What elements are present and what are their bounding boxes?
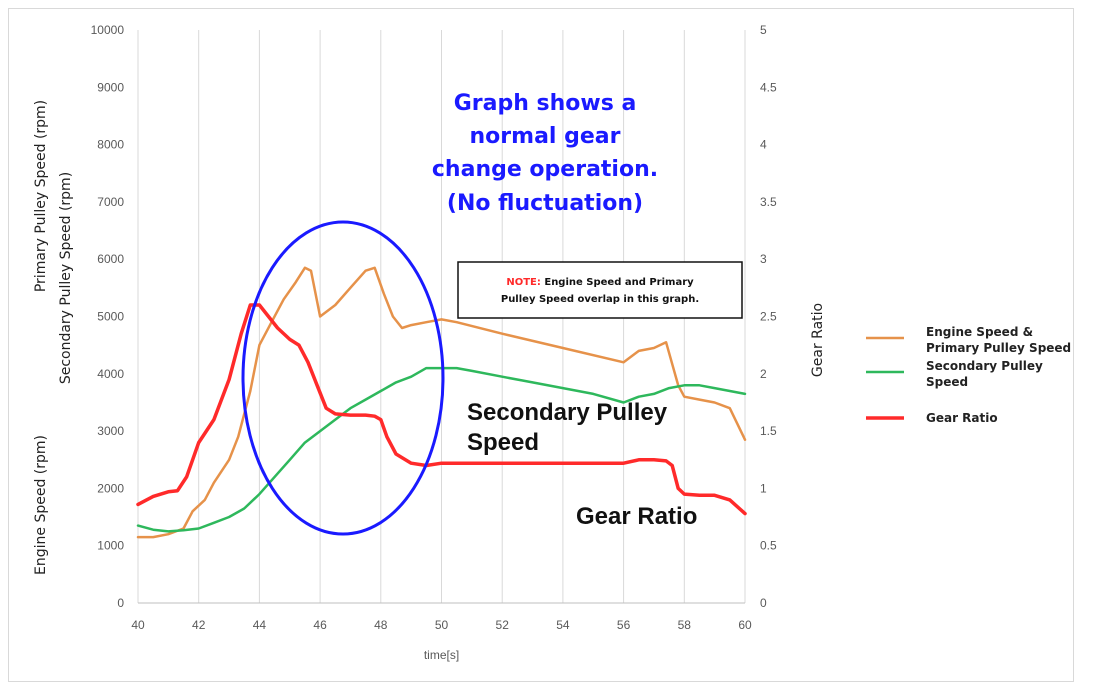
annotation-blue-text: Graph shows a xyxy=(454,91,637,116)
y-right-tick-label: 3 xyxy=(760,252,767,266)
x-tick-label: 50 xyxy=(435,618,449,632)
y-left-axis-label: Primary Pulley Speed (rpm) xyxy=(33,100,49,292)
note-box xyxy=(457,261,743,319)
x-axis-label: time[s] xyxy=(424,648,459,662)
y-right-tick-label: 1.5 xyxy=(760,424,777,438)
x-tick-label: 44 xyxy=(253,618,267,632)
legend-label: Primary Pulley Speed xyxy=(926,341,1071,355)
legend-label: Engine Speed & xyxy=(926,325,1033,339)
x-tick-label: 40 xyxy=(131,618,145,632)
annotation-gear-ratio: Gear Ratio xyxy=(576,503,697,530)
y-right-tick-label: 0 xyxy=(760,596,767,610)
highlight-ellipse xyxy=(241,220,445,536)
series-line-secondary-pulley-speed xyxy=(136,366,747,533)
annotation-blue-text: normal gear xyxy=(470,124,621,149)
y-right-tick-label: 4 xyxy=(760,138,767,152)
legend-label: Secondary Pulley xyxy=(926,359,1043,373)
x-tick-label: 60 xyxy=(738,618,752,632)
legend-label: Gear Ratio xyxy=(926,411,998,425)
annotation-blue-text: change operation. xyxy=(432,157,658,182)
y-left-axis-label: Engine Speed (rpm) xyxy=(33,435,49,575)
annotation-blue-text: (No fluctuation) xyxy=(447,191,643,216)
y-left-tick-label: 9000 xyxy=(97,80,124,94)
y-right-tick-label: 5 xyxy=(760,23,767,37)
note-line-1-text: Engine Speed and Primary xyxy=(544,277,694,288)
x-tick-label: 46 xyxy=(313,618,327,632)
note-label: NOTE: xyxy=(506,277,544,288)
y-left-tick-label: 3000 xyxy=(97,424,124,438)
y-left-tick-label: 5000 xyxy=(97,310,124,324)
y-left-tick-label: 10000 xyxy=(91,23,125,37)
x-tick-label: 52 xyxy=(496,618,510,632)
y-left-axis-label: Secondary Pulley Speed (rpm) xyxy=(58,172,74,384)
y-left-tick-label: 7000 xyxy=(97,195,124,209)
y-right-axis-label: Gear Ratio xyxy=(810,303,826,377)
x-tick-label: 58 xyxy=(678,618,692,632)
axis-layer: 40 42 44 46 48 50 52 54 56 58 60time[s]01000200030… xyxy=(33,23,826,662)
y-left-tick-label: 2000 xyxy=(97,481,124,495)
y-left-tick-label: 0 xyxy=(117,596,124,610)
x-tick-label: 48 xyxy=(374,618,388,632)
y-right-tick-label: 4.5 xyxy=(760,80,777,94)
note-line-2: Pulley Speed overlap in this graph. xyxy=(501,294,699,305)
y-left-tick-label: 4000 xyxy=(97,367,124,381)
annotation-layer: Graph shows a normal gear change operation… xyxy=(241,91,743,536)
note-line-1: NOTE: Engine Speed and Primary xyxy=(506,277,694,288)
y-right-tick-label: 2 xyxy=(760,367,767,381)
y-right-tick-label: 3.5 xyxy=(760,195,777,209)
x-tick-label: 54 xyxy=(556,618,570,632)
chart-frame xyxy=(8,8,1074,682)
x-tick-label: 56 xyxy=(617,618,631,632)
legend-label: Speed xyxy=(926,375,968,389)
series-line-gear-ratio xyxy=(136,303,747,516)
y-right-tick-label: 1 xyxy=(760,481,767,495)
annotation-secondary-pulley: Secondary Pulley xyxy=(467,399,668,426)
y-left-tick-label: 1000 xyxy=(97,539,124,553)
y-left-tick-label: 8000 xyxy=(97,138,124,152)
legend-layer: Engine Speed & Primary Pulley Speed Second… xyxy=(866,325,1071,425)
series-line-engine-speed-primary-pulley-speed xyxy=(136,266,747,539)
series-layer xyxy=(136,266,747,539)
y-right-tick-label: 2.5 xyxy=(760,310,777,324)
annotation-secondary-speed: Speed xyxy=(467,429,539,456)
y-left-tick-label: 6000 xyxy=(97,252,124,266)
x-tick-label: 42 xyxy=(192,618,206,632)
y-right-tick-label: 0.5 xyxy=(760,539,777,553)
